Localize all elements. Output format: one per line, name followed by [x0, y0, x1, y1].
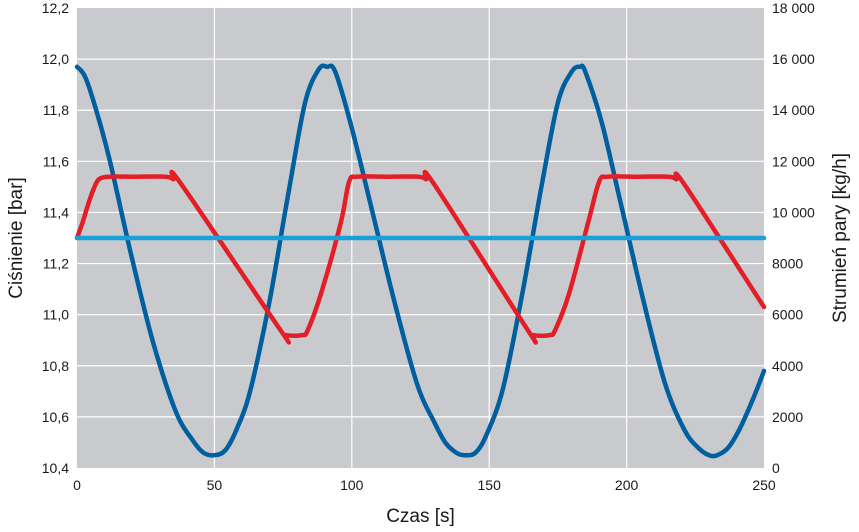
x-tick-labels: 0 50 100 150 200 250: [73, 477, 776, 493]
y-tick-label: 11,4: [43, 204, 69, 220]
y-tick-label: 11,8: [43, 102, 69, 118]
y2-tick-label: 8000: [772, 256, 803, 272]
y-axis-title-left: Ciśnienie [bar]: [6, 177, 27, 298]
steam-flow-series: [74, 63, 767, 459]
y2-tick-label: 18 000: [772, 0, 815, 16]
x-axis-title: Czas [s]: [386, 506, 455, 527]
y-tick-label: 10,4: [42, 460, 69, 476]
y2-tick-labels: 0 2000 4000 6000 8000 10 000 12 000 14 000 16 00…: [772, 0, 815, 476]
y-tick-label: 10,8: [42, 358, 69, 374]
y-gridlines: [77, 58, 764, 418]
y2-tick-label: 12 000: [772, 153, 815, 169]
y-tick-label: 11,0: [43, 307, 69, 323]
y-tick-labels: 10,4 10,6 10,8 11,0 11,2 11,4 11,6 11,8 12,0 12,2: [42, 0, 69, 476]
y2-tick-label: 4000: [772, 358, 803, 374]
x-tick-label: 100: [340, 477, 364, 493]
pressure-variable-series: [74, 169, 767, 345]
y-tick-label: 11,2: [43, 256, 69, 272]
x-tick-label: 150: [478, 477, 502, 493]
y-tick-label: 11,6: [43, 153, 69, 169]
series-layer: [74, 63, 767, 459]
y2-tick-label: 6000: [772, 307, 803, 323]
y-tick-label: 10,6: [42, 409, 69, 425]
y-tick-label: 12,0: [42, 51, 69, 67]
y-tick-label: 12,2: [42, 0, 69, 16]
x-tick-label: 0: [73, 477, 81, 493]
y-axis-title-right: Strumień pary [kg/h]: [830, 153, 851, 323]
y2-tick-label: 14 000: [772, 102, 815, 118]
y2-tick-label: 10 000: [772, 204, 815, 220]
x-tick-label: 50: [207, 477, 223, 493]
x-tick-label: 200: [615, 477, 639, 493]
y2-tick-label: 2000: [772, 409, 803, 425]
y2-tick-label: 16 000: [772, 51, 815, 67]
y2-tick-label: 0: [772, 460, 780, 476]
x-tick-label: 250: [752, 477, 776, 493]
